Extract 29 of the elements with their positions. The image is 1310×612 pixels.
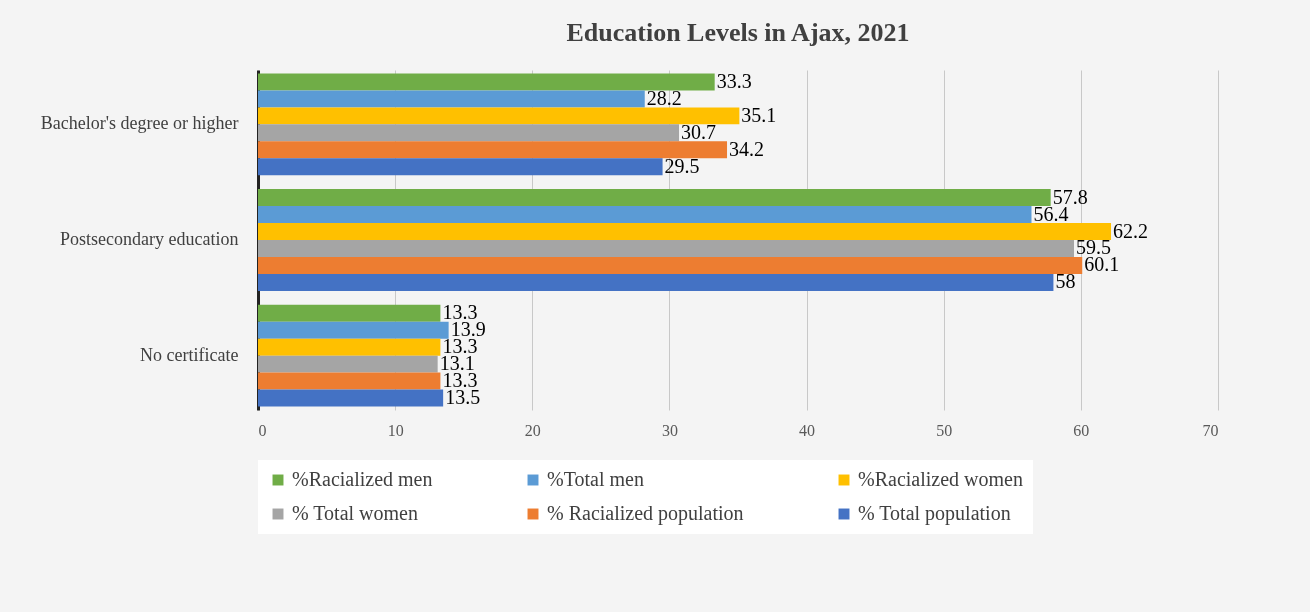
data-label: 58: [1055, 270, 1076, 293]
chart-title: Education Levels in Ajax, 2021: [566, 18, 910, 47]
legend-label: %Racialized women: [858, 468, 1023, 490]
y-tick-label: Postsecondary education: [60, 229, 239, 249]
x-tick-label: 10: [387, 421, 404, 439]
x-tick-label: 30: [661, 421, 678, 439]
data-label: 57.8: [1052, 185, 1088, 208]
data-label: 30.7: [681, 120, 717, 143]
data-label: 34.2: [729, 137, 765, 160]
x-tick-label: 0: [258, 421, 267, 439]
legend-label: % Total population: [858, 502, 1011, 525]
y-tick-label: Bachelor's degree or higher: [40, 113, 239, 134]
legend-label: %Total men: [547, 468, 644, 490]
data-label: 35.1: [741, 103, 777, 126]
data-label: 33.3: [716, 69, 752, 92]
y-tick-label: No certificate: [140, 344, 239, 365]
x-tick-label: 60: [1073, 421, 1090, 439]
x-tick-label: 40: [799, 421, 816, 439]
data-label: 29.5: [664, 154, 700, 177]
data-label: 60.1: [1084, 253, 1120, 276]
data-label: 28.2: [646, 86, 682, 109]
legend-label: % Total women: [292, 502, 418, 524]
legend-label: % Racialized population: [547, 502, 744, 525]
legend-label: %Racialized men: [292, 468, 433, 490]
data-label: 13.5: [445, 386, 481, 409]
x-tick-label: 50: [936, 421, 953, 439]
x-tick-label: 20: [524, 421, 541, 439]
x-tick-label: 70: [1202, 421, 1219, 439]
data-label: 62.2: [1113, 219, 1149, 242]
